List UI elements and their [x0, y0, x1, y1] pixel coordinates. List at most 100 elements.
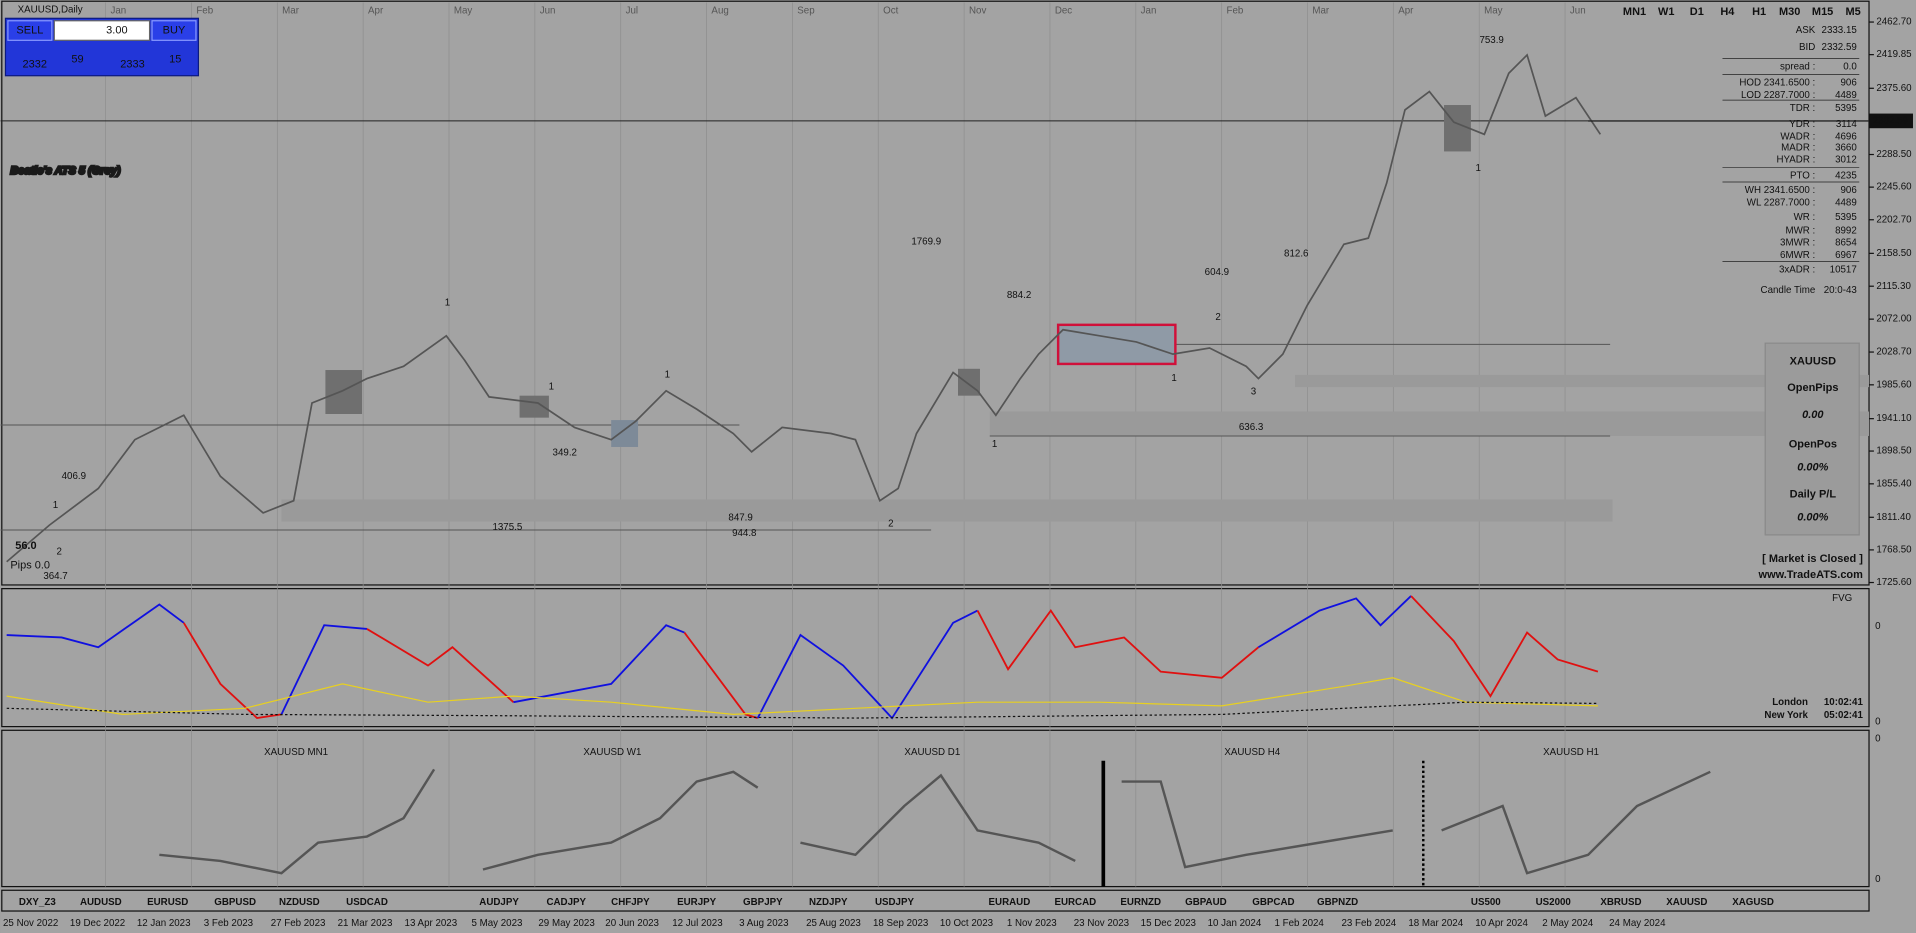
info-value: 0.0 — [1843, 62, 1857, 73]
date-label: 1 Nov 2023 — [1007, 918, 1057, 929]
timeframe-button[interactable]: M15 — [1812, 6, 1833, 18]
market-panel-daily-pl-value: 0.00% — [1797, 512, 1828, 524]
price-tick-label: 2115.30 — [1876, 281, 1911, 292]
mini-axis: 0 — [1875, 874, 1881, 885]
date-label: 25 Aug 2023 — [806, 918, 861, 929]
symbol-button[interactable]: EURNZD — [1120, 897, 1161, 908]
annotation: 1 — [53, 500, 58, 511]
ask-tail: 15 — [169, 54, 181, 66]
info-label: 3MWR : — [1780, 238, 1815, 249]
market-panel-open-pos-value: 0.00% — [1797, 462, 1828, 474]
mini-chart-title: XAUUSD H4 — [1224, 747, 1280, 758]
symbol-button[interactable]: GBPUSD — [214, 897, 256, 908]
timeframe-button[interactable]: W1 — [1658, 6, 1674, 18]
market-status: [ Market is Closed ] — [1762, 553, 1863, 565]
lot-input[interactable] — [53, 20, 151, 41]
info-label: WADR : — [1780, 131, 1815, 142]
symbol-button[interactable]: USDCAD — [346, 897, 388, 908]
symbol-button[interactable]: NZDUSD — [279, 897, 320, 908]
symbol-button[interactable]: GBPNZD — [1317, 897, 1358, 908]
symbol-button[interactable]: EURJPY — [677, 897, 717, 908]
date-label: 2 May 2024 — [1542, 918, 1594, 929]
month-label: Jun — [540, 6, 556, 17]
market-panel-daily-pl: Daily P/L — [1790, 488, 1837, 500]
price-tick-label: 1855.40 — [1876, 478, 1912, 489]
clock-city: New York — [1764, 710, 1808, 721]
symbol-button[interactable]: XAUUSD — [1666, 897, 1707, 908]
annotation: 406.9 — [62, 471, 86, 482]
month-label: Apr — [368, 6, 384, 17]
month-label: May — [1484, 6, 1503, 17]
date-label: 25 Nov 2022 — [3, 918, 58, 929]
symbol-button[interactable]: DXY_Z3 — [19, 897, 56, 908]
info-value: 4489 — [1835, 90, 1857, 101]
date-label: 12 Jul 2023 — [672, 918, 722, 929]
symbol-button[interactable]: EURCAD — [1054, 897, 1096, 908]
price-tick-label: 2158.50 — [1876, 248, 1912, 259]
date-label: 24 May 2024 — [1609, 918, 1666, 929]
pips-label: Pips 0.0 — [10, 559, 50, 571]
symbol-button[interactable]: CADJPY — [546, 897, 586, 908]
pips-big: 56.0 — [15, 540, 36, 552]
symbol-button[interactable]: USDJPY — [875, 897, 915, 908]
date-label: 5 May 2023 — [471, 918, 522, 929]
mini-chart-title: XAUUSD MN1 — [264, 747, 328, 758]
lot-value[interactable]: 3.00 — [106, 24, 127, 36]
market-panel-symbol: XAUUSD — [1790, 355, 1836, 367]
price-tick-label: 1768.50 — [1876, 544, 1912, 555]
symbol-button[interactable]: XAGUSD — [1732, 897, 1774, 908]
info-value: 8654 — [1835, 238, 1857, 249]
info-label: HYADR : — [1776, 155, 1815, 166]
symbol-button[interactable]: AUDUSD — [80, 897, 122, 908]
month-label: Aug — [711, 6, 728, 17]
month-label: Jan — [110, 6, 126, 17]
symbol-button[interactable]: US2000 — [1536, 897, 1572, 908]
timeframe-button[interactable]: MN1 — [1623, 6, 1646, 18]
timeframe-button[interactable]: D1 — [1690, 6, 1704, 18]
price-tick-label: 1941.10 — [1876, 413, 1912, 424]
grid — [105, 2, 1566, 887]
info-label: YDR : — [1789, 119, 1815, 130]
info-label: Candle Time — [1761, 285, 1816, 296]
sell-button[interactable] — [7, 20, 53, 41]
buy-label[interactable]: BUY — [163, 24, 186, 36]
symbol-button[interactable]: GBPCAD — [1252, 897, 1294, 908]
annotation: 2 — [1215, 312, 1220, 323]
symbol-button[interactable]: CHFJPY — [611, 897, 650, 908]
symbol-button[interactable]: EURUSD — [147, 897, 188, 908]
symbol-button[interactable]: NZDJPY — [809, 897, 848, 908]
market-panel — [1764, 342, 1860, 536]
annotation: 1 — [549, 382, 554, 393]
window-title: XAUUSD,Daily — [18, 4, 83, 15]
info-label: LOD 2287.7000 : — [1741, 90, 1815, 101]
symbol-button[interactable]: XBRUSD — [1600, 897, 1641, 908]
symbol-button[interactable]: US500 — [1471, 897, 1501, 908]
sell-label[interactable]: SELL — [16, 24, 43, 36]
info-value: 4235 — [1835, 170, 1857, 181]
price-tick-label: 1725.60 — [1876, 577, 1912, 588]
indicator-lines — [6, 595, 1599, 720]
symbol-button[interactable]: EURAUD — [989, 897, 1031, 908]
market-panel-open-pips: OpenPips — [1787, 382, 1838, 394]
timeframe-button[interactable]: H4 — [1720, 6, 1735, 18]
mini-charts — [159, 760, 1711, 887]
clock-city: London — [1772, 697, 1808, 708]
symbol-button[interactable]: GBPAUD — [1185, 897, 1227, 908]
site-label: www.TradeATS.com — [1758, 569, 1864, 581]
buy-button[interactable] — [151, 20, 197, 41]
timeframe-button[interactable]: M5 — [1846, 6, 1861, 18]
timeframe-button[interactable]: M30 — [1779, 6, 1800, 18]
mini-chart-title: XAUUSD W1 — [583, 747, 641, 758]
info-value: 8992 — [1835, 225, 1857, 236]
month-label: May — [454, 6, 473, 17]
watermark: Beatle's ATS 5 (Grey) — [10, 165, 120, 177]
info-value: 3660 — [1835, 142, 1857, 153]
symbol-button[interactable]: GBPJPY — [743, 897, 783, 908]
annotation: 884.2 — [1007, 290, 1031, 301]
symbol-button[interactable]: AUDJPY — [479, 897, 519, 908]
annotation: 1 — [992, 439, 997, 450]
info-label: TDR : — [1790, 103, 1815, 114]
price-tick-label: 2419.85 — [1876, 49, 1912, 60]
timeframe-button[interactable]: H1 — [1752, 6, 1766, 18]
